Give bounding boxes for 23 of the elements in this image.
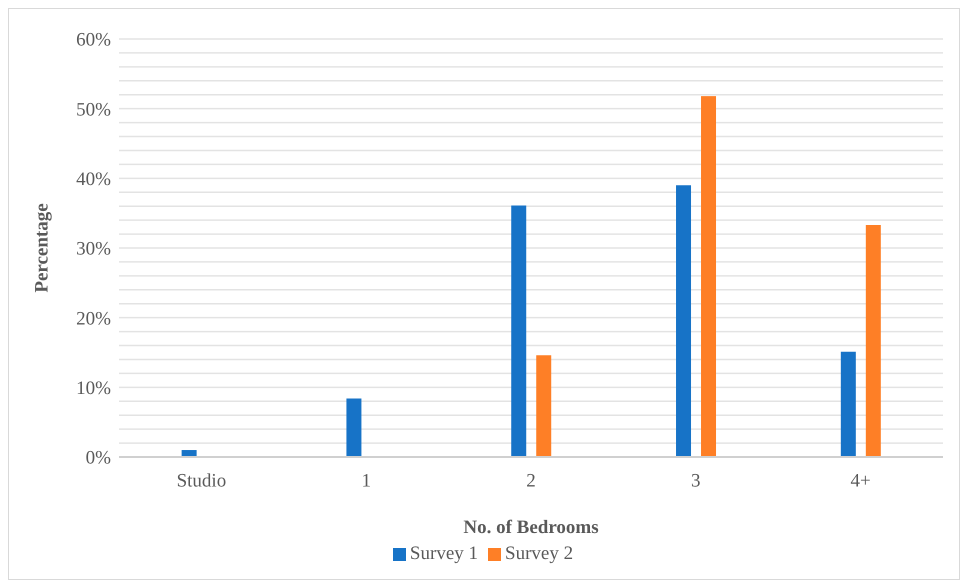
y-tick-label: 30% <box>76 238 112 260</box>
bar <box>866 225 881 457</box>
x-axis-title: No. of Bedrooms <box>463 517 599 538</box>
x-tick-label: Studio <box>176 470 226 492</box>
legend-label: Survey 1 <box>410 543 478 564</box>
bar <box>511 206 526 457</box>
bar <box>346 398 362 457</box>
bar <box>536 355 552 457</box>
y-tick-label: 50% <box>76 99 112 120</box>
y-tick-label: 40% <box>76 169 112 190</box>
y-axis-title: Percentage <box>32 203 53 293</box>
y-tick-label: 60% <box>76 30 112 51</box>
bar <box>701 96 716 457</box>
y-tick-label: 0% <box>86 448 112 469</box>
y-tick-label: 10% <box>76 378 112 400</box>
x-tick-label: 1 <box>361 470 371 492</box>
x-tick-label: 2 <box>526 470 536 492</box>
x-tick-label: 4+ <box>850 470 871 492</box>
bar <box>676 185 692 457</box>
x-tick-label: 3 <box>691 470 701 492</box>
y-tick-label: 20% <box>76 308 112 330</box>
bar <box>840 352 856 457</box>
legend-label: Survey 2 <box>505 543 574 564</box>
